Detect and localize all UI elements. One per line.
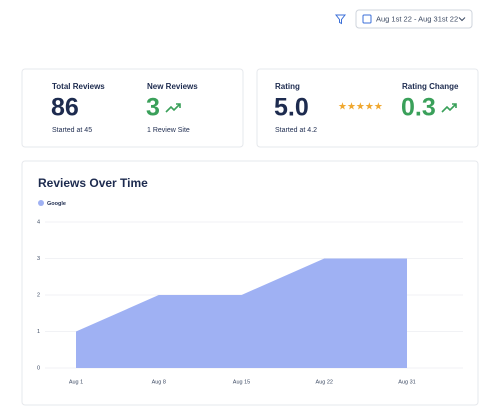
- stat-value: 5.0: [274, 94, 309, 122]
- trend-icon: [165, 103, 181, 113]
- stat-label: New Reviews: [147, 82, 198, 91]
- x-tick-label: Aug 1: [69, 379, 83, 385]
- x-tick-label: Aug 8: [152, 379, 166, 385]
- y-tick-label: 4: [37, 219, 40, 225]
- star-icons: ★★★★★: [338, 102, 383, 113]
- legend-marker: [38, 200, 44, 206]
- stat-note: Started at 45: [52, 127, 92, 134]
- date-range: Aug 1st 22 - Aug 31st 22: [376, 14, 458, 23]
- chart-title: Reviews Over Time: [38, 176, 148, 190]
- area: [76, 258, 407, 368]
- stars: ★★★★★: [338, 102, 383, 113]
- stat-label: Rating Change: [402, 82, 459, 91]
- legend-label: Google: [47, 201, 66, 207]
- stat-card: [21, 68, 244, 148]
- y-tick-label: 0: [37, 365, 40, 371]
- stat-value: 86: [51, 94, 79, 122]
- chevron: [458, 17, 466, 22]
- filter-icon[interactable]: [334, 14, 347, 25]
- date-button[interactable]: [355, 9, 473, 29]
- stat-note: Started at 4.2: [275, 127, 317, 134]
- stat-label: Total Reviews: [52, 82, 105, 91]
- stat-card: [256, 68, 479, 148]
- x-tick-label: Aug 31: [398, 379, 415, 385]
- y-tick-label: 3: [37, 256, 40, 262]
- y-tick-label: 1: [37, 329, 40, 335]
- stat-label: Rating: [275, 82, 300, 91]
- stat-value: 3: [146, 94, 160, 122]
- x-tick-label: Aug 15: [233, 379, 250, 385]
- y-tick-label: 2: [37, 292, 40, 298]
- stat-note: 1 Review Site: [147, 127, 190, 134]
- stat-value: 0.3: [401, 94, 436, 122]
- chart: Google 0 1 2 3 4 Aug 1 Aug 8 Aug 15 Aug 22 Aug 31: [37, 200, 463, 385]
- calendar-icon: [362, 14, 372, 24]
- x-tick-label: Aug 22: [316, 379, 333, 385]
- trend-icon: [441, 103, 457, 113]
